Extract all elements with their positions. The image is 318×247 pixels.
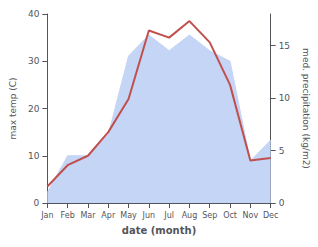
svg-text:Dec: Dec: [263, 211, 278, 220]
svg-text:Mar: Mar: [80, 211, 96, 220]
svg-text:40: 40: [28, 9, 40, 19]
svg-text:Sep: Sep: [202, 211, 217, 220]
svg-text:5: 5: [279, 146, 285, 156]
svg-text:20: 20: [28, 104, 40, 114]
svg-text:date (month): date (month): [122, 225, 196, 236]
svg-text:Jan: Jan: [40, 211, 53, 220]
svg-text:10: 10: [279, 93, 291, 103]
svg-text:Oct: Oct: [223, 211, 237, 220]
svg-text:med. precipitation (kg/m2): med. precipitation (kg/m2): [301, 48, 311, 169]
svg-text:Apr: Apr: [101, 211, 116, 220]
svg-text:30: 30: [28, 56, 40, 66]
svg-text:0: 0: [34, 198, 40, 208]
svg-text:0: 0: [279, 198, 285, 208]
svg-text:Jul: Jul: [163, 211, 174, 220]
svg-text:Aug: Aug: [182, 211, 198, 220]
svg-text:15: 15: [279, 41, 290, 51]
svg-text:Jun: Jun: [142, 211, 156, 220]
svg-text:May: May: [120, 211, 137, 220]
svg-text:Feb: Feb: [61, 211, 75, 220]
svg-text:10: 10: [28, 151, 40, 161]
svg-text:Nov: Nov: [243, 211, 259, 220]
svg-text:max temp (C): max temp (C): [8, 77, 18, 139]
